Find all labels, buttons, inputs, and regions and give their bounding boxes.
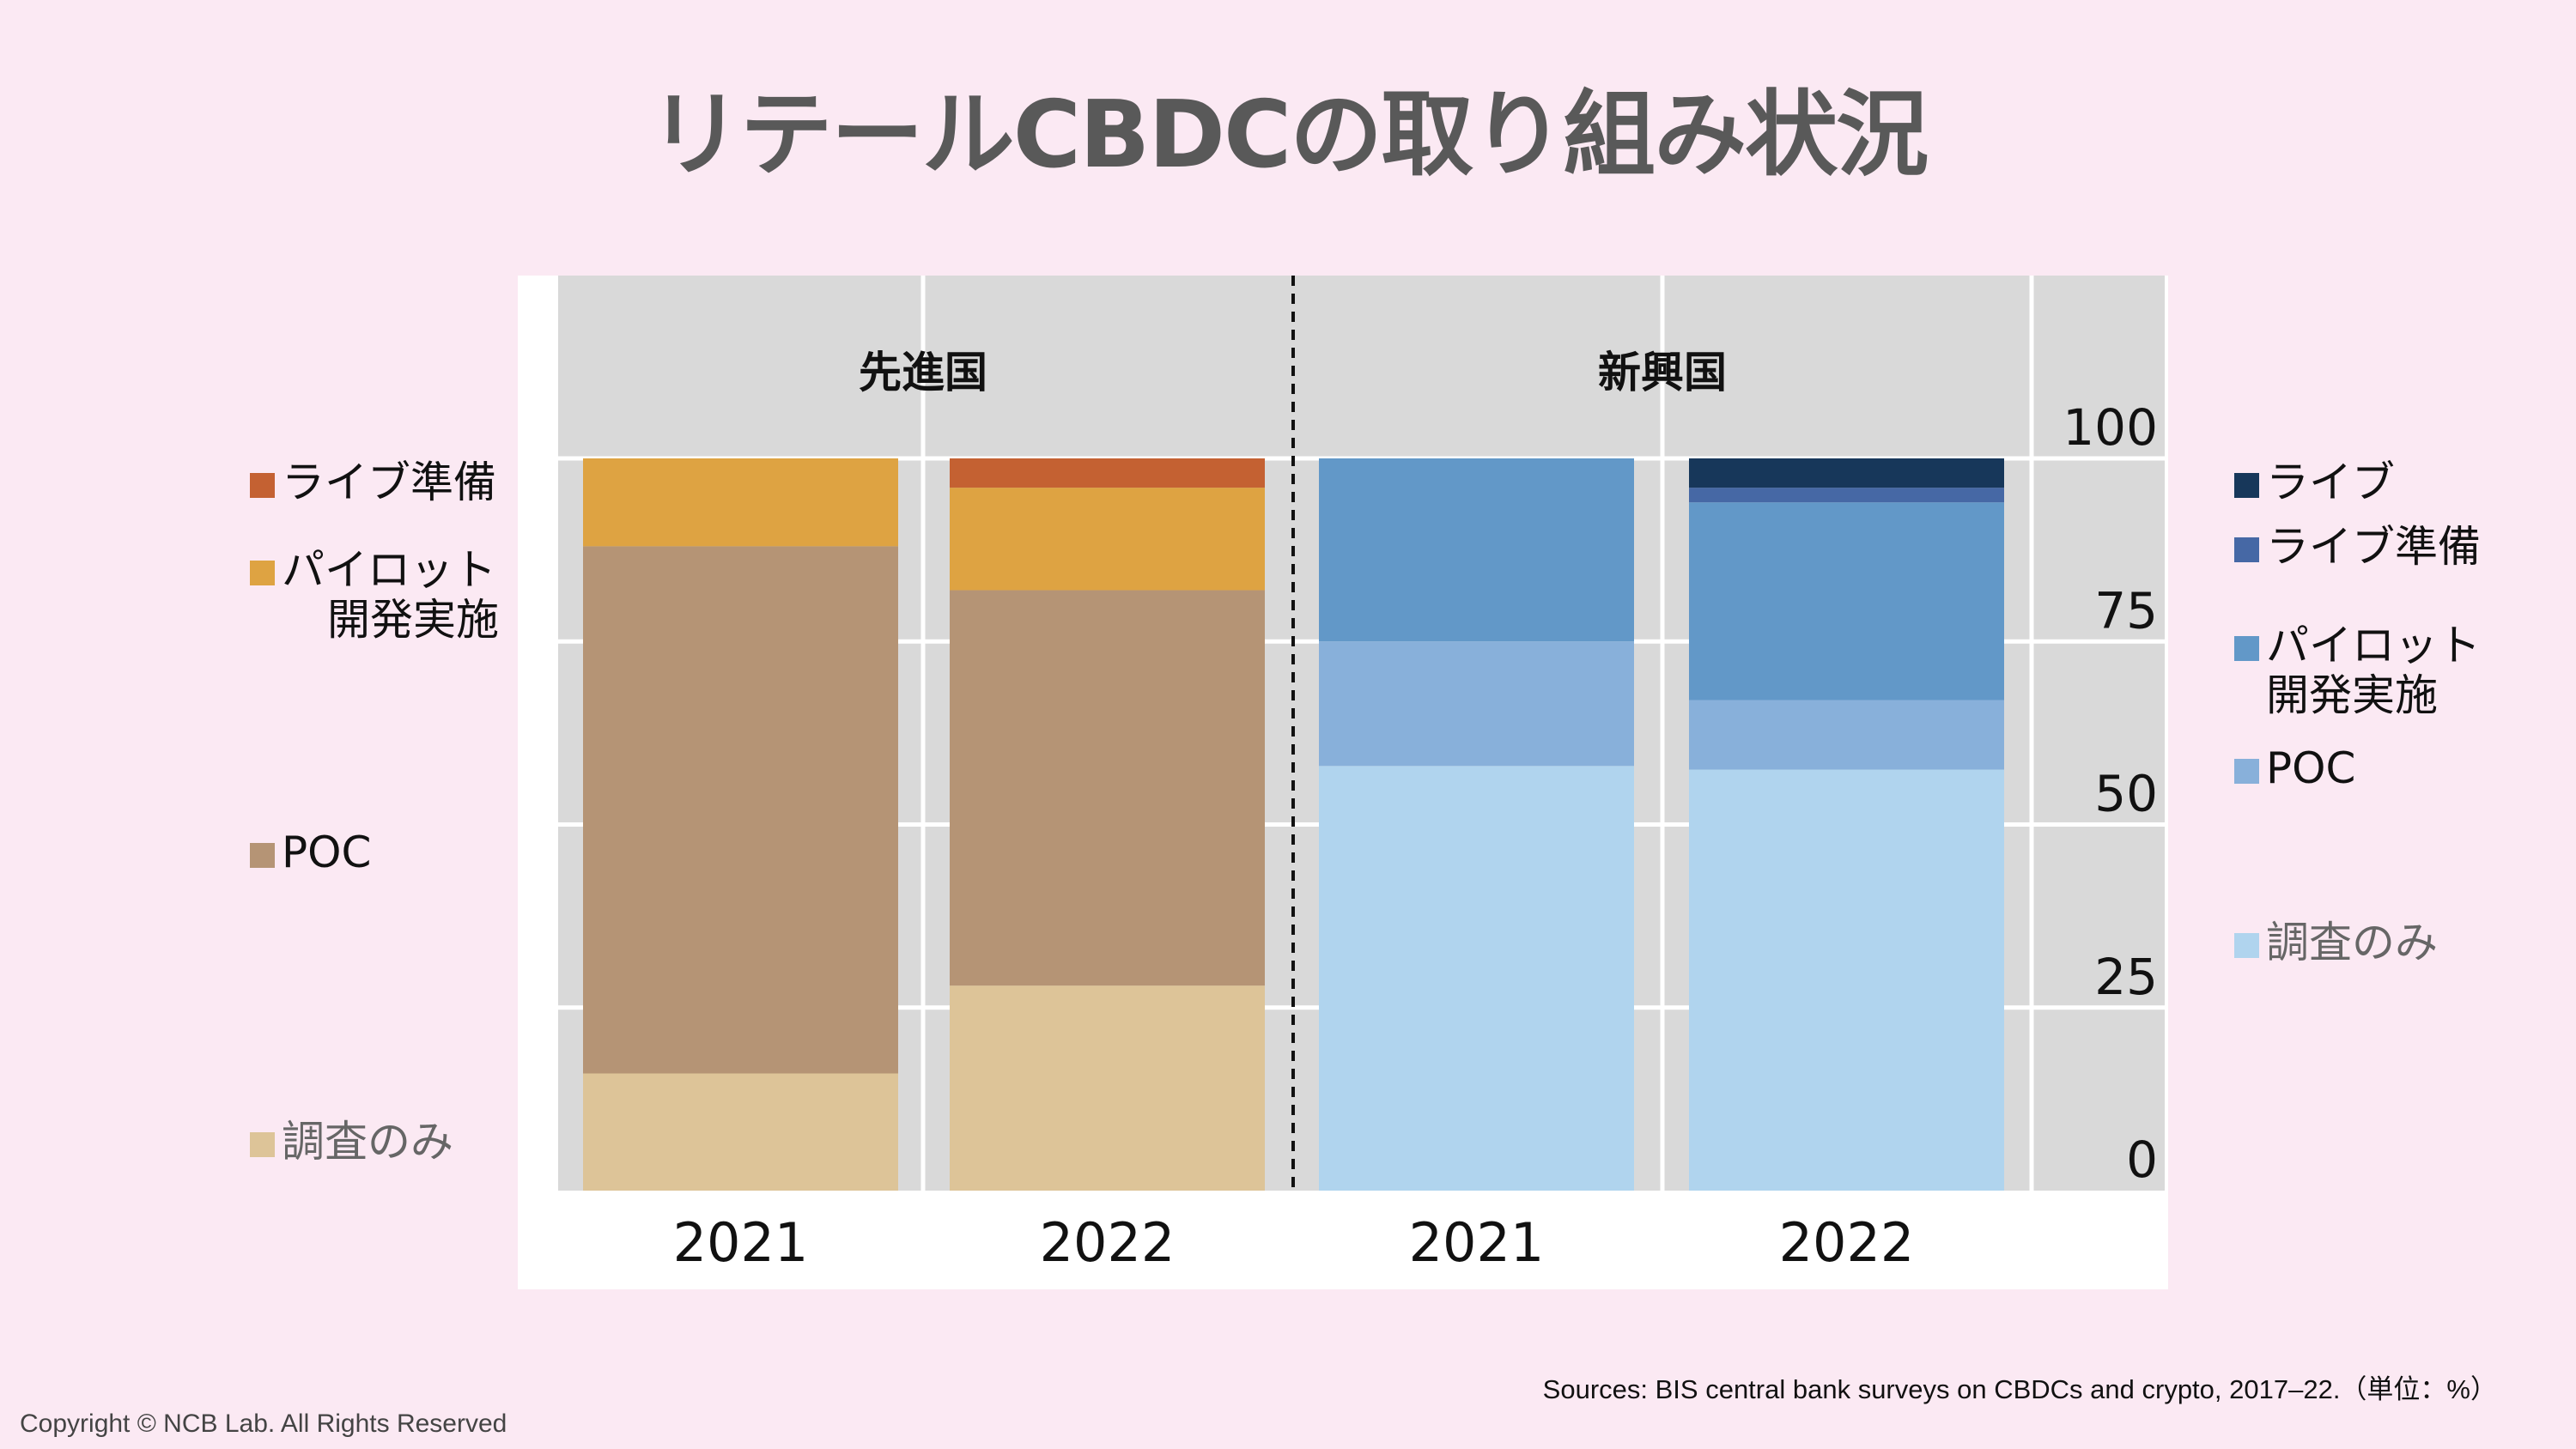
y-tick-label: 100 [2063, 398, 2158, 457]
legend-swatch [250, 1132, 275, 1157]
legend-label: POC [282, 828, 372, 877]
legend-left-pilot: パイロット 開発実施 [250, 545, 499, 645]
legend-right-live-prep: ライブ準備 [2234, 522, 2481, 572]
source-note: Sources: BIS central bank surveys on CBD… [1542, 1374, 2497, 1404]
legend-swatch [250, 561, 275, 585]
legend-label: ライブ準備 [282, 458, 496, 507]
legend-label: 調査のみ [282, 1117, 453, 1167]
legend-swatch [2234, 759, 2259, 784]
legend-swatch [2234, 473, 2259, 498]
bar-segment [1319, 458, 1634, 642]
legend-right-survey: 調査のみ [2234, 918, 2438, 967]
legend-label-line2: 開発実施 [2266, 670, 2438, 720]
y-tick-label: 25 [2094, 948, 2158, 1006]
legend-label: パイロット [2266, 621, 2481, 670]
legend-label: ライブ準備 [2266, 522, 2481, 572]
bar-segment [950, 590, 1265, 986]
x-tick-label: 2022 [1779, 1211, 1915, 1274]
x-tick-label: 2021 [1409, 1211, 1545, 1274]
bar-segment [1689, 700, 2004, 770]
legend-left-live-prep: ライブ準備 [250, 458, 496, 507]
bar-segment [950, 985, 1265, 1191]
stacked-bar-chart: 2021 2022 先進国 2021 2022 新興国 0 25 50 75 100 [558, 276, 2165, 1274]
bar-segment [950, 488, 1265, 591]
legend-swatch [250, 843, 275, 868]
legend-label: 調査のみ [2266, 918, 2438, 967]
legend-label: パイロット [282, 545, 496, 595]
copyright: Copyright © NCB Lab. All Rights Reserved [20, 1410, 507, 1438]
bar-segment [583, 458, 898, 547]
legend-label-line2: 開発実施 [327, 595, 499, 645]
bar-segment [1689, 458, 2004, 488]
legend-swatch [250, 473, 275, 498]
x-tick-label: 2022 [1040, 1211, 1176, 1274]
group-label: 先進国 [859, 348, 987, 397]
legend-label: ライブ [2266, 458, 2395, 507]
legend-swatch [2234, 537, 2259, 562]
bar-segment [583, 1073, 898, 1191]
y-tick-label: 50 [2094, 765, 2158, 823]
bar-segment [1689, 502, 2004, 700]
bar-segment [1319, 766, 1634, 1191]
legend-swatch [2234, 933, 2259, 958]
y-tick-label: 75 [2094, 581, 2158, 640]
legend-label: POC [2266, 743, 2356, 793]
legend-swatch [2234, 636, 2259, 661]
group-label: 新興国 [1598, 348, 1727, 397]
legend-left-survey: 調査のみ [250, 1117, 453, 1167]
bar-segment [1689, 769, 2004, 1191]
legend-right-live: ライブ [2234, 458, 2395, 507]
legend-left-poc: POC [250, 828, 371, 877]
bar-segment [583, 546, 898, 1074]
x-tick-label: 2021 [673, 1211, 809, 1274]
bar-segment [1319, 641, 1634, 767]
y-tick-label: 0 [2126, 1131, 2158, 1189]
bar-segment [1689, 488, 2004, 503]
bar-segment [950, 458, 1265, 488]
legend-right-poc: POC [2234, 743, 2355, 793]
chart-panel: 2021 2022 先進国 2021 2022 新興国 0 25 50 75 100 [518, 276, 2168, 1289]
legend-right-pilot: パイロット 開発実施 [2234, 621, 2481, 720]
page-title: リテールCBDCの取り組み状況 [648, 82, 1929, 189]
